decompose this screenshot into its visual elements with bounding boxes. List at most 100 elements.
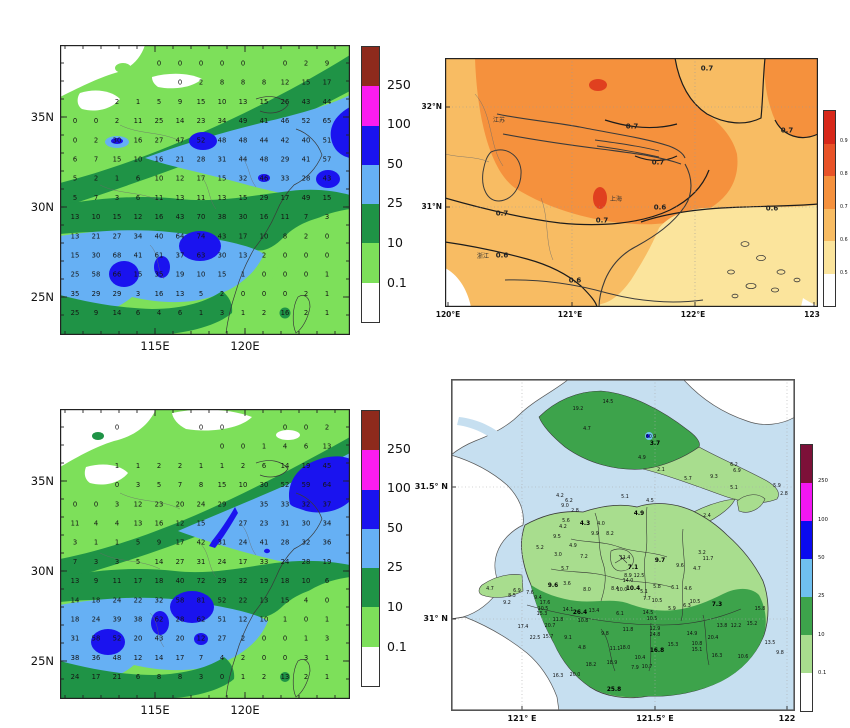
grid-value: 24 [71, 673, 80, 681]
contour-label: 0.7 [701, 65, 714, 73]
station-value: 5.2 [536, 545, 544, 551]
grid-value: 1 [262, 443, 266, 451]
x-tick-label: 121° E [507, 714, 537, 723]
station-value: 2.8 [780, 491, 788, 497]
colorbar-segment [824, 273, 835, 306]
station-value: 20.4 [708, 635, 719, 641]
contour-label: 0.7 [626, 123, 639, 131]
colorbar-label: 0.1 [818, 669, 827, 676]
station-value: 13.4 [589, 608, 600, 614]
shanghai-high-ratio-spot [593, 187, 607, 209]
precip-map-bottom-left: 0 0 0 0 0 20 0 1 4 6 131 1 2 2 1 1 2 6 14 19 450 3 5 7 8 15 10 30 52… [60, 409, 350, 699]
grid-value: 18 [71, 616, 80, 624]
grid-value: 32 [302, 500, 311, 508]
grid-values: 0 0 0 0 0 0 2 90 2 8 8 8 12 15 172 1 5 9 15 10 13 15 26 43 440 0 2… [71, 60, 332, 318]
grid-value: 17 [323, 79, 332, 87]
grid-value: 51 [218, 616, 227, 624]
grid-value: 8 [283, 232, 287, 240]
station-value: 4.5 [646, 498, 654, 504]
station-value: 2.4 [703, 513, 711, 519]
grid-value: 29 [218, 577, 227, 585]
grid-value: 2 [304, 309, 308, 317]
contour-label: 0.6 [496, 252, 509, 260]
station-value: 9.2 [503, 600, 511, 606]
grid-value: 25 [71, 271, 80, 279]
contour-label: 0.6 [569, 277, 582, 285]
y-tick-label: 35N [30, 110, 54, 124]
grid-value: 34 [323, 520, 332, 528]
station-value: 9.5 [553, 534, 561, 540]
grid-value: 43 [176, 213, 185, 221]
grid-value: 9 [178, 98, 182, 106]
grid-value: 5 [73, 175, 77, 183]
grid-value: 0 [283, 654, 287, 662]
grid-value: 30 [260, 481, 269, 489]
grid-value: 52 [281, 481, 290, 489]
grid-value: 8 [241, 79, 245, 87]
grid-value: 23 [155, 500, 164, 508]
station-value: 6.1 [616, 611, 624, 617]
grid-value: 0 [304, 271, 308, 279]
grid-value: 6 [136, 194, 140, 202]
grid-value: 20 [176, 635, 185, 643]
colorbar-label: 10 [387, 598, 403, 614]
contour-label: 0.7 [781, 127, 794, 135]
grid-value: 30 [113, 136, 122, 144]
grid-value: 12 [239, 616, 248, 624]
station-value: 5.7 [561, 566, 569, 572]
station-value: 3.0 [554, 552, 562, 558]
grid-value: 74 [197, 232, 206, 240]
grid-value: 48 [260, 156, 269, 164]
grid-value: 14 [113, 309, 122, 317]
no-rain-white-regions [60, 45, 298, 297]
grid-value: 47 [176, 136, 185, 144]
grid-value: 13 [71, 213, 80, 221]
grid-value: 51 [323, 136, 332, 144]
grid-value: 27 [218, 635, 227, 643]
station-value-bold: 4.9 [634, 511, 644, 517]
grid-value: 43 [302, 98, 311, 106]
grid-value: 0 [220, 60, 224, 68]
y-tick-label: 32°N [421, 102, 442, 111]
station-value: 5.1 [640, 589, 648, 595]
grid-value: 2 [325, 424, 329, 432]
colorbar-segment [362, 125, 379, 165]
precip-map-top-left: 0 0 0 0 0 0 2 90 2 8 8 8 12 15 172 1 5 9 15 10 13 15 26 43 440 0 2… [60, 45, 350, 335]
station-value: 6.9 [733, 468, 741, 474]
grid-value: 13 [71, 232, 80, 240]
grid-value: 0 [262, 271, 266, 279]
contour-label: 0.7 [652, 159, 665, 167]
station-value: 9.0 [561, 503, 569, 509]
colorbar-segment [362, 243, 379, 283]
grid-value: 29 [218, 500, 227, 508]
station-value-bold: 4.3 [580, 521, 590, 527]
station-value: 10.7 [642, 664, 653, 670]
region-label: 江苏 [493, 116, 505, 124]
grid-value: 52 [302, 117, 311, 125]
grid-value: 48 [113, 654, 122, 662]
station-value: 9.1 [564, 635, 572, 641]
colorbar-label: 0.9 [840, 139, 848, 145]
station-value: 4.7 [583, 426, 591, 432]
grid-value: 63 [197, 252, 206, 260]
x-tick-label: 122 [778, 714, 796, 723]
grid-value: 0 [283, 60, 287, 68]
grid-value: 27 [113, 232, 122, 240]
station-value-bold: 3.7 [650, 441, 660, 447]
station-value: 4.9 [569, 543, 577, 549]
colorbar-segment [362, 204, 379, 244]
reservoir-spot-core [646, 434, 650, 438]
grid-values: 0 0 0 0 0 20 0 1 4 6 131 1 2 2 1 1 2 6 14 19 450 3 5 7 8 15 10 30 52… [71, 424, 332, 682]
grid-value: 41 [260, 539, 269, 547]
grid-value: 2 [199, 79, 203, 87]
grid-value: 22 [134, 596, 143, 604]
grid-value: 0 [241, 443, 245, 451]
grid-value: 10 [197, 271, 206, 279]
grid-value: 7 [73, 558, 77, 566]
grid-value: 52 [113, 635, 122, 643]
grid-value: 1 [115, 175, 119, 183]
station-value: 16.3 [553, 673, 564, 679]
grid-value: 32 [239, 175, 248, 183]
station-value: 15.1 [692, 647, 703, 653]
